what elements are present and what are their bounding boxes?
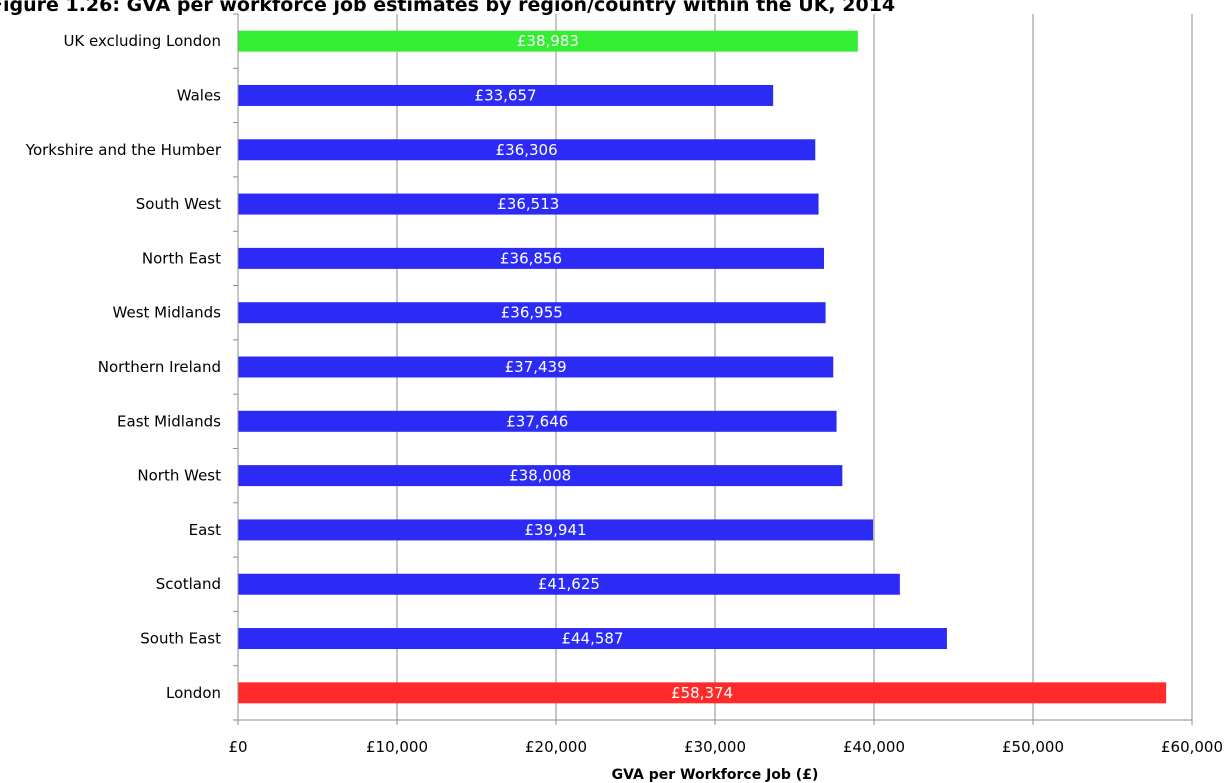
bar (238, 302, 826, 324)
x-axis-title: GVA per Workforce Job (£) (612, 767, 819, 783)
category-label: UK excluding London (63, 32, 221, 50)
bar (238, 30, 858, 52)
chart-title: Figure 1.26: GVA per workforce job estim… (0, 0, 895, 16)
category-label: North West (137, 467, 221, 485)
category-label: Northern Ireland (98, 358, 221, 376)
category-label: North East (142, 249, 221, 267)
category-label: West Midlands (113, 304, 222, 322)
bar-data-label: £37,439 (505, 358, 567, 376)
bar (238, 465, 843, 487)
bar-data-label: £36,955 (501, 304, 563, 322)
category-label: East (189, 521, 221, 539)
bar-data-label: £41,625 (538, 575, 600, 593)
bar-data-label: £58,374 (671, 684, 733, 702)
x-tick-label: £50,000 (1002, 738, 1064, 756)
bar-data-label: £38,983 (517, 32, 579, 50)
x-tick-label: £0 (228, 738, 247, 756)
bar-data-label: £33,657 (475, 86, 537, 104)
bar (238, 410, 837, 432)
bar (238, 193, 819, 215)
bar-data-label: £38,008 (509, 467, 571, 485)
bar (238, 628, 947, 650)
category-label: London (166, 684, 221, 702)
category-label: Yorkshire and the Humber (25, 141, 222, 159)
bar-data-label: £44,587 (561, 630, 623, 648)
category-label: Scotland (156, 575, 221, 593)
bar-data-label: £36,856 (500, 249, 562, 267)
bar-data-label: £36,513 (497, 195, 559, 213)
bar (238, 247, 825, 269)
category-label: Wales (177, 86, 221, 104)
bar (238, 139, 816, 161)
x-tick-label: £60,000 (1161, 738, 1223, 756)
bars: £38,983 £33,657 £36,306 £36,513 £36,856 £36,9… (238, 30, 1167, 704)
category-label: South West (136, 195, 221, 213)
bar (238, 356, 834, 378)
bar (238, 84, 774, 106)
bar-data-label: £37,646 (506, 412, 568, 430)
x-tick-label: £30,000 (684, 738, 746, 756)
bar (238, 519, 874, 541)
category-label: South East (140, 630, 221, 648)
x-tick-label: £20,000 (525, 738, 587, 756)
category-label: East Midlands (117, 412, 221, 430)
bar (238, 573, 900, 595)
category-labels: UK excluding London Wales Yorkshire and th… (25, 32, 222, 702)
x-axis-ticks: £0 £10,000 £20,000 £30,000 £40,000 £50,000 £60… (228, 13, 1223, 756)
x-tick-label: £10,000 (366, 738, 428, 756)
x-tick-label: £40,000 (843, 738, 905, 756)
bar-data-label: £36,306 (496, 141, 558, 159)
bar (238, 682, 1167, 704)
bar-data-label: £39,941 (525, 521, 587, 539)
